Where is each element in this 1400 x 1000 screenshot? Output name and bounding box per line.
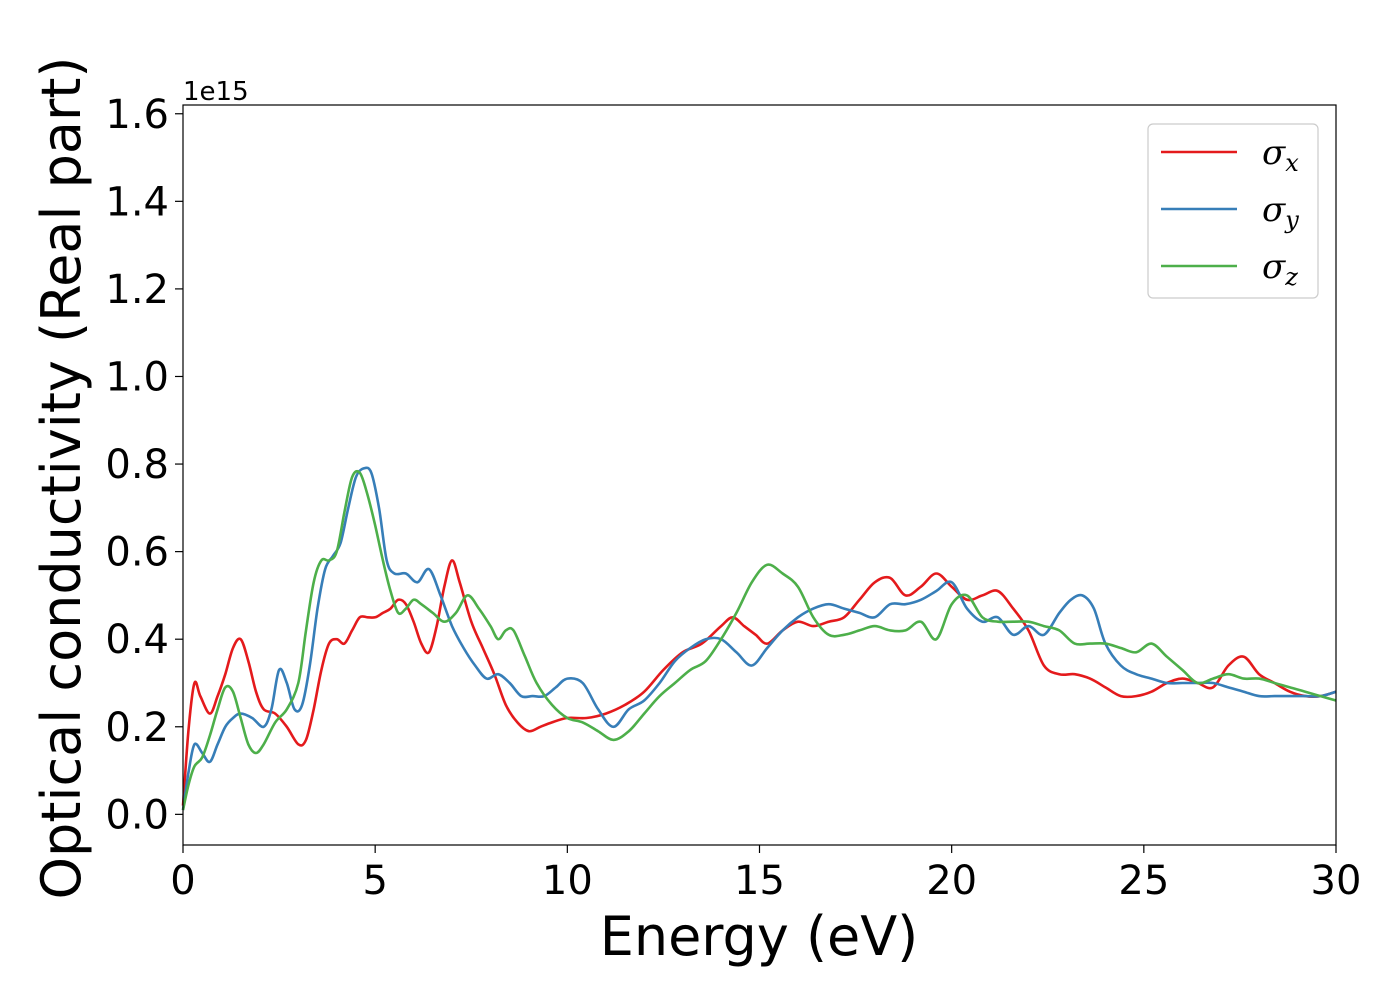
legend-label-sigma-y: σy [1262,190,1299,234]
x-tick-label: 5 [362,858,387,904]
y-axis-ticks: 0.0 0.2 0.4 0.6 0.8 1.0 1.2 1.4 1.6 [105,92,183,838]
y-tick-label: 0.8 [105,442,169,488]
x-axis-title: Energy (eV) [600,905,919,968]
y-tick-label: 1.6 [105,92,169,138]
series-line-sigma-z [181,469,1337,811]
x-axis-ticks: 0 5 10 15 20 25 30 [170,845,1361,904]
x-tick-label: 10 [542,858,593,904]
x-tick-label: 15 [734,858,785,904]
x-tick-label: 0 [170,858,195,904]
y-axis-title: Optical conductivity (Real part) [30,57,93,900]
series-lines [181,466,1337,811]
legend: σx σy σz [1147,123,1319,299]
legend-label-sigma-x: σx [1262,133,1299,177]
y-tick-label: 0.0 [105,792,169,838]
y-tick-label: 1.0 [105,354,169,400]
x-tick-label: 25 [1118,858,1169,904]
y-tick-label: 1.4 [105,179,169,225]
y-tick-label: 0.4 [105,617,169,663]
plot-area-background [183,105,1336,845]
y-tick-label: 0.2 [105,705,169,751]
legend-box [1147,123,1319,299]
x-tick-label: 20 [926,858,977,904]
y-tick-label: 0.6 [105,530,169,576]
legend-label-sigma-z: σz [1262,247,1298,291]
y-offset-label: 1e15 [183,77,249,107]
x-tick-label: 30 [1311,858,1362,904]
y-tick-label: 1.2 [105,267,169,313]
series-line-sigma-x [181,559,1337,806]
series-line-sigma-y [181,466,1337,811]
